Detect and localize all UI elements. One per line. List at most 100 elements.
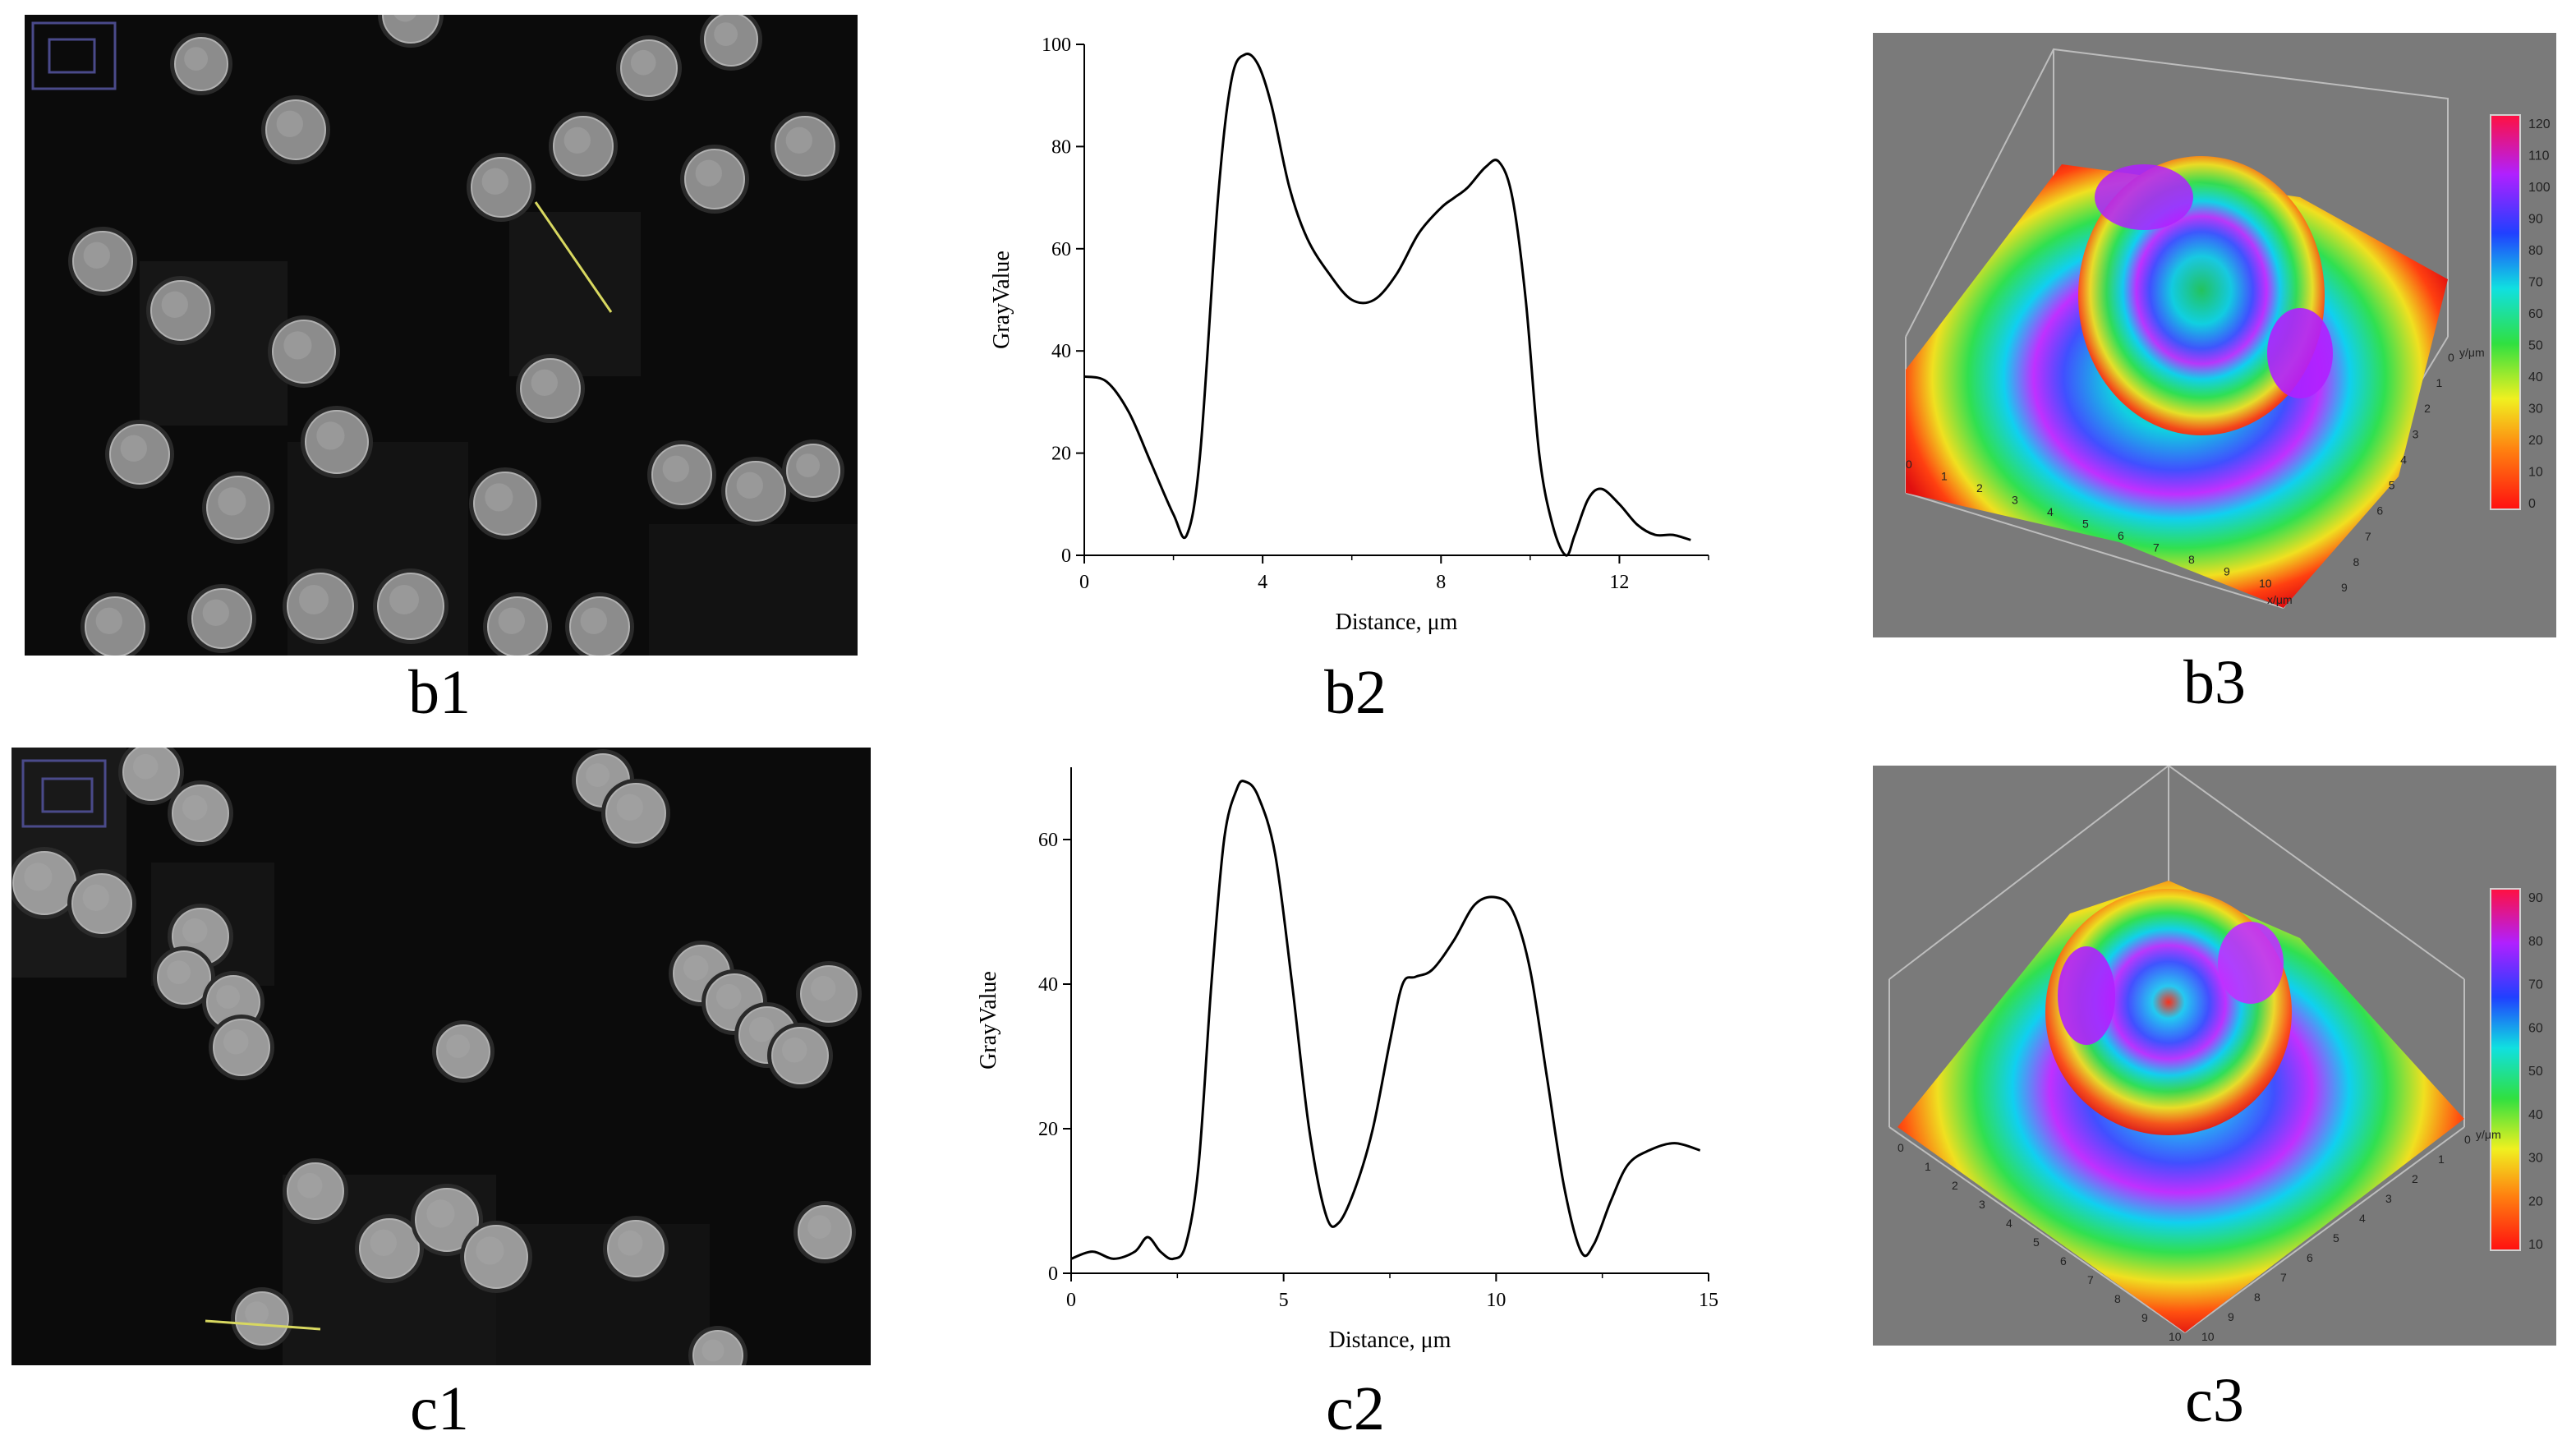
- x-axis-label: x/μm: [2267, 593, 2293, 606]
- y-tick-label: 1: [2436, 376, 2443, 389]
- x-tick-label: 7: [2087, 1273, 2094, 1286]
- x-tick-label: 8: [1436, 572, 1446, 593]
- c1-cells: [12, 748, 862, 1365]
- micrograph-b1: [25, 15, 858, 656]
- colorbar-tick-label: 40: [2528, 370, 2543, 384]
- y-tick-label: 3: [2413, 427, 2419, 440]
- x-tick-label: 7: [2153, 541, 2160, 554]
- y-tick-label: 3: [2385, 1192, 2392, 1205]
- x-axis-label: Distance, μm: [1336, 610, 1458, 635]
- y-tick-label: 1: [2438, 1153, 2445, 1166]
- x-tick-label: 2: [1976, 481, 1983, 495]
- y-tick-label: 7: [2280, 1271, 2287, 1284]
- colorbar-tick-label: 120: [2528, 117, 2551, 131]
- c3-colorbar: [2490, 888, 2521, 1251]
- y-tick-label: 8: [2254, 1291, 2261, 1304]
- colorbar-tick-label: 30: [2528, 403, 2543, 416]
- roi-frame-icon: [21, 759, 107, 828]
- line-profile-marker[interactable]: [534, 201, 613, 313]
- y-tick-label: 0: [2464, 1133, 2471, 1146]
- y-tick-label: 60: [1051, 239, 1071, 260]
- x-tick-label: 4: [2006, 1217, 2012, 1230]
- cell: [382, 15, 439, 44]
- y-axis-label: y/μm: [2459, 346, 2485, 359]
- surface-c3-svg: 10 20 30 40 50 60 70 80 90 0 1 2 3 4 5 6 7 8 9 10 0 1 2 3 4 5 6 7 8…: [1888, 766, 2543, 1343]
- x-tick-label: 9: [2224, 565, 2230, 578]
- y-tick-label: 8: [2353, 555, 2359, 568]
- colorbar-tick-label: 0: [2528, 497, 2536, 511]
- y-tick-label: 100: [1042, 35, 1071, 56]
- x-tick-label: 10: [1486, 1290, 1506, 1311]
- caption-b3: b3: [2183, 648, 2246, 717]
- y-tick-label: 9: [2341, 581, 2348, 594]
- micrograph-c1: [12, 748, 871, 1365]
- x-tick-label: 15: [1699, 1290, 1718, 1311]
- y-tick-label: 10: [2201, 1330, 2215, 1343]
- y-tick-label: 4: [2359, 1212, 2366, 1225]
- surface-c3: 10 20 30 40 50 60 70 80 90 0 1 2 3 4 5 6 7 8 9 10 0 1 2 3 4 5 6 7 8…: [1873, 766, 2556, 1346]
- y-axis-label: GrayValue: [989, 251, 1014, 349]
- x-tick-label: 1: [1925, 1160, 1931, 1173]
- colorbar-tick-label: 100: [2528, 181, 2551, 195]
- x-tick-label: 0: [1906, 458, 1912, 471]
- micrograph-b1-svg: [25, 15, 858, 656]
- colorbar-tick-label: 20: [2528, 434, 2543, 448]
- colorbar-tick-label: 40: [2528, 1108, 2543, 1122]
- colorbar-tick-label: 60: [2528, 307, 2543, 321]
- caption-c2: c2: [1326, 1374, 1385, 1443]
- colorbar-tick-label: 110: [2528, 150, 2550, 163]
- series-line: [1083, 53, 1691, 557]
- x-tick-label: 0: [1898, 1141, 1904, 1154]
- y-tick-label: 2: [2412, 1172, 2418, 1185]
- x-tick-label: 0: [1079, 572, 1089, 593]
- x-tick-label: 1: [1941, 470, 1948, 483]
- series-line: [1070, 780, 1701, 1261]
- caption-b2: b2: [1324, 658, 1387, 727]
- roi-frame-icon: [31, 21, 117, 90]
- colorbar-tick-label: 20: [2528, 1194, 2543, 1208]
- colorbar-tick-label: 70: [2528, 276, 2543, 290]
- colorbar-tick-label: 90: [2528, 891, 2543, 905]
- x-tick-label: 6: [2118, 529, 2124, 542]
- x-tick-label: 2: [1952, 1179, 1958, 1192]
- y-tick-label: 20: [1051, 444, 1071, 465]
- y-tick-label: 9: [2228, 1310, 2234, 1323]
- y-tick-label: 40: [1051, 341, 1071, 362]
- colorbar-tick-label: 10: [2528, 466, 2543, 480]
- chart-b2: 0 4 8 12 0 20 40 60 80 100 Distance, μm GrayValue: [945, 25, 1725, 665]
- x-tick-label: 4: [1258, 572, 1267, 593]
- colorbar-tick-label: 80: [2528, 244, 2543, 258]
- x-tick-label: 4: [2047, 505, 2054, 518]
- y-axis-label: GrayValue: [976, 971, 1001, 1070]
- x-tick-label: 5: [2033, 1235, 2040, 1249]
- colorbar-tick-label: 70: [2528, 978, 2543, 992]
- line-profile-marker[interactable]: [205, 1319, 321, 1331]
- x-tick-label: 5: [2082, 518, 2089, 531]
- x-tick-label: 0: [1066, 1290, 1076, 1311]
- chart-b2-svg: 0 4 8 12 0 20 40 60 80 100 Distance, μm GrayValue: [989, 35, 1709, 635]
- caption-c1: c1: [410, 1374, 469, 1443]
- b3-colorbar: [2490, 114, 2521, 510]
- y-tick-label: 4: [2400, 453, 2407, 466]
- x-tick-label: 8: [2188, 553, 2195, 566]
- colorbar-tick-label: 60: [2528, 1021, 2543, 1035]
- y-tick-label: 0: [1048, 1263, 1058, 1285]
- y-tick-label: 40: [1038, 974, 1058, 996]
- colorbar-tick-label: 30: [2528, 1152, 2543, 1166]
- y-tick-label: 5: [2389, 479, 2395, 492]
- x-tick-label: 12: [1609, 572, 1629, 593]
- y-tick-label: 80: [1051, 136, 1071, 158]
- x-tick-label: 5: [1279, 1290, 1289, 1311]
- colorbar-tick-label: 80: [2528, 935, 2543, 949]
- chart-c2-svg: 0 5 10 15 0 20 40 60 Distance, μm GrayValue: [976, 767, 1718, 1353]
- y-tick-label: 5: [2333, 1231, 2339, 1245]
- y-tick-label: 60: [1038, 830, 1058, 851]
- x-axis-label: Distance, μm: [1329, 1327, 1451, 1353]
- y-tick-label: 0: [2448, 351, 2454, 364]
- x-tick-label: 10: [2169, 1330, 2182, 1343]
- caption-c3: c3: [2185, 1366, 2244, 1435]
- x-tick-label: 10: [2259, 577, 2272, 590]
- b1-cells: [68, 15, 844, 656]
